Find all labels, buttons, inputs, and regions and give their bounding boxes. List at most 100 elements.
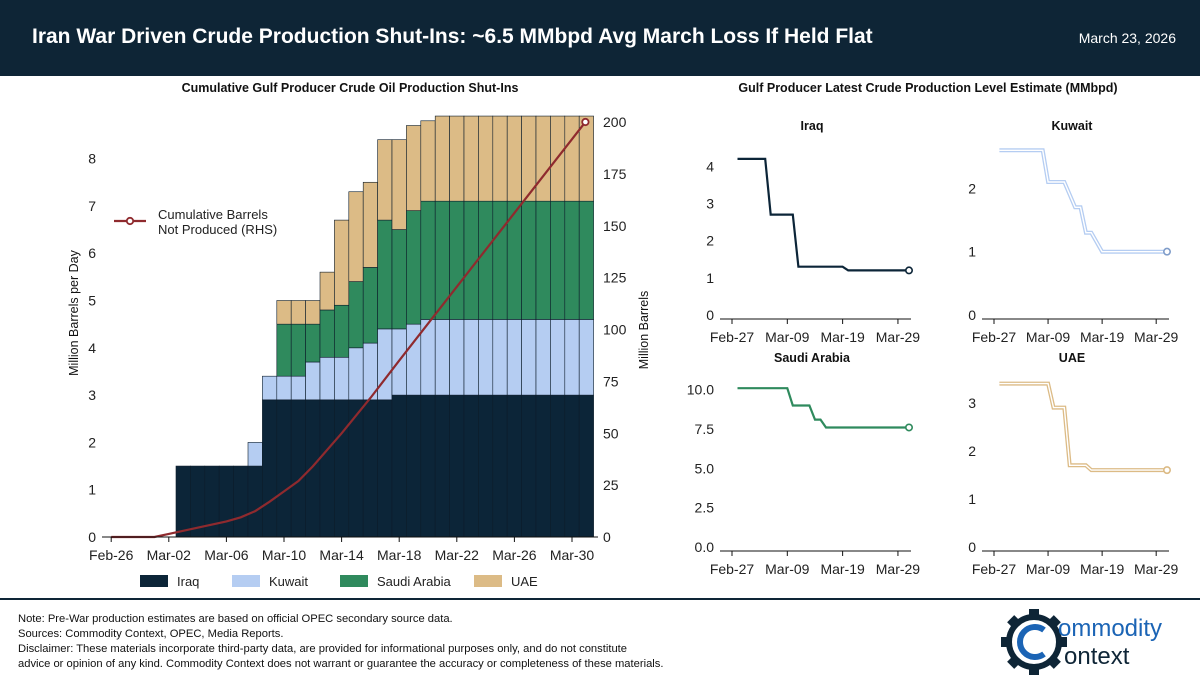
panel-uae: UAE 0 1 2 3 Feb-27 Mar-09 Mar-19 Mar-29 [968,351,1178,577]
panel-line-outer [999,148,1167,254]
panel-x-tick-label: Mar-19 [1080,329,1125,345]
y2-tick-label: 25 [603,477,619,493]
bar-uae [348,191,364,282]
bar-saudi-arabia [305,323,321,363]
bar-uae [305,300,321,325]
x-tick-label: Feb-26 [89,547,134,563]
bar-iraq [478,394,494,538]
header-bar: Iran War Driven Crude Production Shut-In… [0,0,1200,76]
panel-x-tick-label: Mar-09 [1026,561,1071,577]
bar-kuwait [434,319,450,396]
bar-saudi-arabia [535,200,551,320]
legend-swatch-iraq [140,575,168,587]
panel-x-tick-label: Mar-29 [876,561,921,577]
y-tick-label: 5 [88,293,96,309]
y2-tick-label: 75 [603,373,619,389]
bar-kuwait [319,356,335,401]
bar-saudi-arabia [391,229,407,330]
bar-iraq [535,394,551,538]
bar-kuwait [247,442,263,467]
panel-title: UAE [1059,351,1085,365]
bar-iraq [564,394,580,538]
panel-x-tick-label: Mar-09 [765,329,810,345]
bar-saudi-arabia [492,200,508,320]
x-tick-label: Mar-14 [319,547,364,563]
bar-iraq [578,394,594,538]
bar-uae [434,115,450,202]
bar-kuwait [478,319,494,396]
y2-tick-label: 0 [603,529,611,545]
legend-swatch-kuwait [232,575,260,587]
legend-label-kuwait: Kuwait [269,574,308,589]
panel-y-tick-label: 2 [706,233,714,249]
x-tick-label: Mar-22 [435,547,480,563]
bar-saudi-arabia [550,200,566,320]
main-chart-title: Cumulative Gulf Producer Crude Oil Produ… [182,81,519,95]
panel-y-tick-label: 7.5 [695,421,715,437]
bar-saudi-arabia [578,200,594,320]
bar-saudi-arabia [290,323,306,377]
bar-iraq [233,465,249,538]
legend-label-saudi-arabia: Saudi Arabia [377,574,451,589]
bar-uae [334,219,350,306]
bar-iraq [262,399,278,538]
bar-uae [492,115,508,202]
panel-x-tick-label: Feb-27 [710,561,755,577]
y2-tick-label: 175 [603,166,627,182]
bar-iraq [290,399,306,538]
bar-kuwait [521,319,537,396]
panel-y-tick-label: 2 [968,443,976,459]
panel-title: Iraq [801,119,824,133]
bar-kuwait [305,361,321,401]
bar-iraq [391,394,407,538]
main-y-ticks: 0 1 2 3 4 5 6 7 8 [88,151,96,545]
bar-iraq [334,399,350,538]
panel-x-tick-label: Mar-29 [1134,329,1179,345]
footer-notes: Note: Pre-War production estimates are b… [18,612,663,672]
bar-kuwait [506,319,522,396]
bar-uae [420,120,436,202]
bar-iraq [449,394,465,538]
y-tick-label: 6 [88,245,96,261]
cumulative-line-end-marker [581,117,590,127]
legend-label-uae: UAE [511,574,538,589]
panel-title: Kuwait [1052,119,1094,133]
panel-line-outer [999,381,1167,473]
logo-text-line-1: ommodity [1058,615,1162,642]
panel-line [737,387,909,429]
bar-iraq [506,394,522,538]
panel-x-tick-label: Feb-27 [710,329,755,345]
bar-iraq [420,394,436,538]
commodity-context-logo: ommodity ontext [1001,609,1162,675]
bar-uae [406,125,422,211]
cumulative-legend-marker [125,216,135,226]
bar-uae [319,271,335,311]
bar-uae [478,115,494,202]
bar-iraq [492,394,508,538]
main-chart-legend: Iraq Kuwait Saudi Arabia UAE [140,574,538,589]
bar-kuwait [377,328,393,401]
panel-y-tick-label: 0 [968,307,976,323]
bar-iraq [377,399,393,538]
legend-swatch-uae [474,575,502,587]
bar-kuwait [334,356,350,401]
y-tick-label: 1 [88,482,96,498]
bar-kuwait [290,375,306,401]
panel-x-tick-label: Mar-19 [1080,561,1125,577]
panel-x-tick-label: Mar-19 [820,561,865,577]
panel-y-tick-label: 0 [706,307,714,323]
bar-iraq [175,465,191,538]
panel-iraq: Iraq 0 1 2 3 4 Feb-27 Mar-09 Mar-19 Mar-29 [706,119,920,345]
panel-end-marker [1163,247,1172,256]
main-y2-ticks: 0 25 50 75 100 125 150 175 200 [603,114,627,545]
bar-saudi-arabia [334,304,350,358]
panel-y-tick-label: 5.0 [695,460,715,476]
footer-note: Note: Pre-War production estimates are b… [18,613,453,625]
bar-iraq [434,394,450,538]
bar-uae [564,115,580,202]
bar-iraq [319,399,335,538]
bar-iraq [550,394,566,538]
bar-iraq [463,394,479,538]
bar-uae [290,300,306,325]
bar-saudi-arabia [276,323,292,377]
